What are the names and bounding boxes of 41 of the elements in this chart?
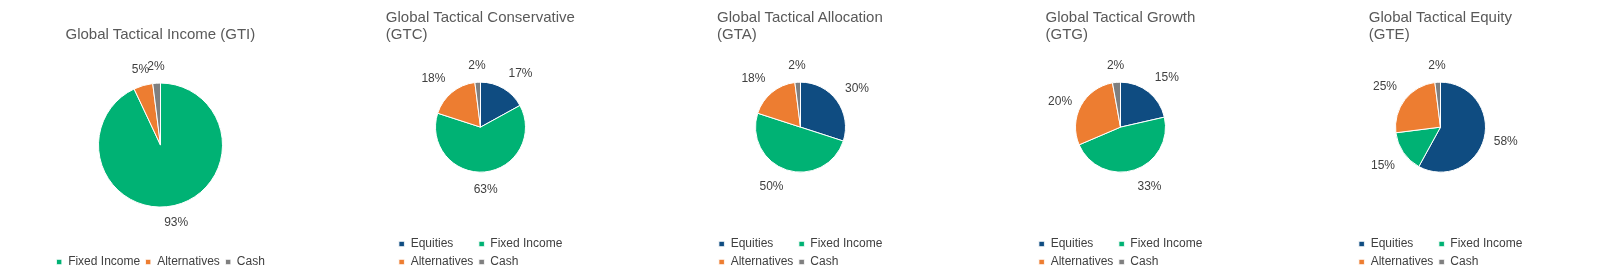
legend-label: Fixed Income — [1130, 236, 1203, 250]
legend-label: Cash — [1130, 254, 1159, 268]
legend-label: Alternatives — [1370, 254, 1434, 268]
legend-label: Equities — [1050, 236, 1094, 250]
legend-label: Fixed Income — [810, 236, 883, 250]
data-label: 25% — [1373, 79, 1398, 94]
legend-label: Cash — [1450, 254, 1479, 268]
data-label: 58% — [1493, 133, 1519, 148]
legend-label: Cash — [490, 254, 519, 268]
legend-label: Fixed Income — [490, 236, 563, 250]
chart-title: Global Tactical Income (GTI) — [65, 24, 256, 42]
data-label: 50% — [759, 179, 784, 194]
legend-label: Cash — [236, 254, 265, 268]
data-label: 15% — [1154, 70, 1180, 85]
legend-label: Fixed Income — [68, 254, 141, 268]
legend-label: Alternatives — [410, 254, 474, 268]
data-label: 15% — [1370, 158, 1396, 173]
data-label: 63% — [473, 181, 499, 196]
legend-label: Equities — [730, 236, 774, 250]
chart-title: Global Tactical Equity (GTE) — [1368, 7, 1513, 42]
chart-title: Global Tactical Conservative (GTC) — [385, 7, 575, 42]
legend-label: Alternatives — [730, 254, 794, 268]
data-label: 17% — [508, 65, 533, 80]
legend-label: Equities — [1370, 236, 1414, 250]
data-label: 2% — [468, 58, 487, 73]
chart-title: Global Tactical Allocation (GTA) — [717, 7, 883, 42]
legend-label: Alternatives — [1050, 254, 1114, 268]
data-label: 2% — [788, 58, 807, 73]
legend-label: Fixed Income — [1450, 236, 1523, 250]
legend-label: Cash — [810, 254, 839, 268]
data-label: 93% — [164, 215, 189, 230]
data-label: 20% — [1048, 94, 1073, 109]
data-label: 30% — [845, 80, 870, 95]
data-label: 2% — [1428, 58, 1447, 73]
data-label: 18% — [741, 70, 766, 85]
legend-label: Equities — [410, 236, 454, 250]
legend-label: Alternatives — [157, 254, 220, 268]
data-label: 18% — [421, 70, 446, 85]
chart-title: Global Tactical Growth (GTG) — [1045, 7, 1196, 42]
data-label: 33% — [1137, 179, 1162, 194]
data-label: 2% — [1106, 58, 1125, 73]
